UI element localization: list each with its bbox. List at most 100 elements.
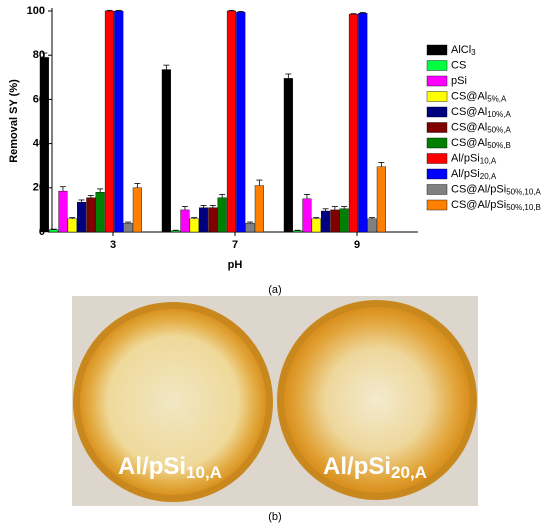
bar	[226, 10, 237, 233]
error-bar	[209, 205, 216, 208]
legend-name: CS@Al	[451, 121, 487, 133]
bar	[39, 57, 49, 233]
bar	[358, 13, 368, 233]
legend-subscript: 10,A	[480, 157, 497, 166]
dish	[80, 309, 266, 495]
legend-name: CS@Al/pSi	[451, 199, 506, 211]
error-bar	[285, 73, 292, 79]
legend-swatch	[426, 184, 448, 195]
bar	[283, 78, 293, 233]
error-bar	[341, 206, 348, 209]
legend-subscript: 20,A	[480, 172, 497, 181]
legend-swatch	[426, 168, 448, 180]
legend-swatch	[426, 91, 448, 102]
legend-label: CS	[451, 59, 466, 71]
error-bar	[50, 228, 57, 230]
legend-swatch	[426, 75, 448, 87]
error-bar	[134, 182, 141, 188]
error-bar	[350, 13, 357, 15]
error-bar	[322, 208, 329, 212]
bar	[86, 197, 96, 233]
error-bar	[191, 217, 198, 219]
legend-name: pSi	[451, 75, 467, 87]
error-bar	[163, 64, 170, 70]
error-bar	[378, 161, 385, 167]
bar	[114, 10, 124, 233]
legend-name: CS@Al	[451, 90, 487, 102]
legend-name: Al/pSi	[451, 152, 480, 164]
error-bar	[181, 206, 188, 210]
error-bar	[97, 188, 104, 193]
legend-name: AlCl	[451, 44, 471, 56]
bar	[208, 207, 218, 233]
bar	[245, 222, 255, 233]
bar	[180, 209, 190, 233]
error-bar	[115, 9, 122, 11]
legend-label: CS@Al50%,A	[451, 121, 511, 134]
legend-subscript: 50%,A	[487, 126, 511, 135]
error-bar	[59, 186, 66, 192]
bar	[321, 210, 331, 233]
legend-label: CS@Al10%,A	[451, 106, 511, 119]
x-axis-label: pH	[228, 259, 243, 271]
error-bar	[256, 179, 263, 186]
bar	[132, 187, 142, 233]
bar	[376, 166, 386, 233]
bar	[330, 209, 340, 233]
bar	[198, 207, 209, 233]
bar	[367, 218, 377, 233]
y-axis-label: Removal SY (%)	[8, 79, 20, 163]
legend-name: CS@Al/pSi	[451, 183, 506, 195]
legend-swatch	[426, 60, 448, 71]
legend-label: CS@Al50%,B	[451, 137, 511, 150]
legend-swatch	[426, 137, 448, 149]
bar	[302, 198, 312, 233]
legend-name: CS@Al	[451, 106, 487, 118]
photo: Al/pSi10,A Al/pSi20,A	[72, 296, 478, 506]
bar	[104, 10, 114, 233]
error-bar	[369, 217, 376, 219]
dish	[284, 307, 470, 493]
error-bar	[294, 229, 301, 231]
x-tick-label: 3	[110, 239, 116, 251]
error-bar	[172, 229, 179, 231]
legend-subscript: 5%,A	[487, 95, 507, 104]
legend-label: AlCl3	[451, 44, 476, 57]
legend-swatch	[426, 199, 448, 211]
legend-swatch	[426, 44, 448, 56]
legend-subscript: 10%,A	[487, 110, 511, 119]
legend-label: pSi	[451, 75, 467, 87]
error-bar	[41, 52, 48, 58]
error-bar	[106, 9, 113, 11]
legend-subscript: 50%,B	[487, 141, 511, 150]
legend-subscript: 3	[471, 48, 476, 57]
error-bar	[237, 11, 244, 13]
caption: (b)	[268, 511, 281, 523]
legend-label: CS@Al/pSi50%,10,B	[451, 199, 541, 212]
bar	[348, 14, 359, 233]
bar	[67, 218, 77, 233]
bar	[293, 230, 303, 233]
x-tick-label: 9	[354, 239, 360, 251]
photo-label: Al/pSi20,A	[323, 453, 427, 482]
photo-label: Al/pSi10,A	[118, 453, 222, 482]
y-tick-label: 100	[27, 5, 45, 17]
bar	[311, 218, 321, 233]
error-bar	[303, 194, 310, 199]
error-bar	[313, 217, 320, 219]
legend-name: CS@Al	[451, 137, 487, 149]
error-bar	[78, 199, 85, 203]
legend-name: CS	[451, 59, 466, 71]
legend-label: Al/pSi10,A	[451, 152, 497, 165]
caption: (a)	[268, 284, 281, 296]
bar	[236, 11, 246, 233]
bar	[161, 69, 171, 233]
error-bar	[228, 9, 235, 11]
error-bar	[247, 221, 254, 224]
bar	[95, 192, 105, 233]
bar	[58, 190, 68, 233]
legend-subscript: 50%,10,B	[506, 203, 541, 212]
bar	[171, 230, 181, 233]
error-bar	[219, 194, 226, 198]
